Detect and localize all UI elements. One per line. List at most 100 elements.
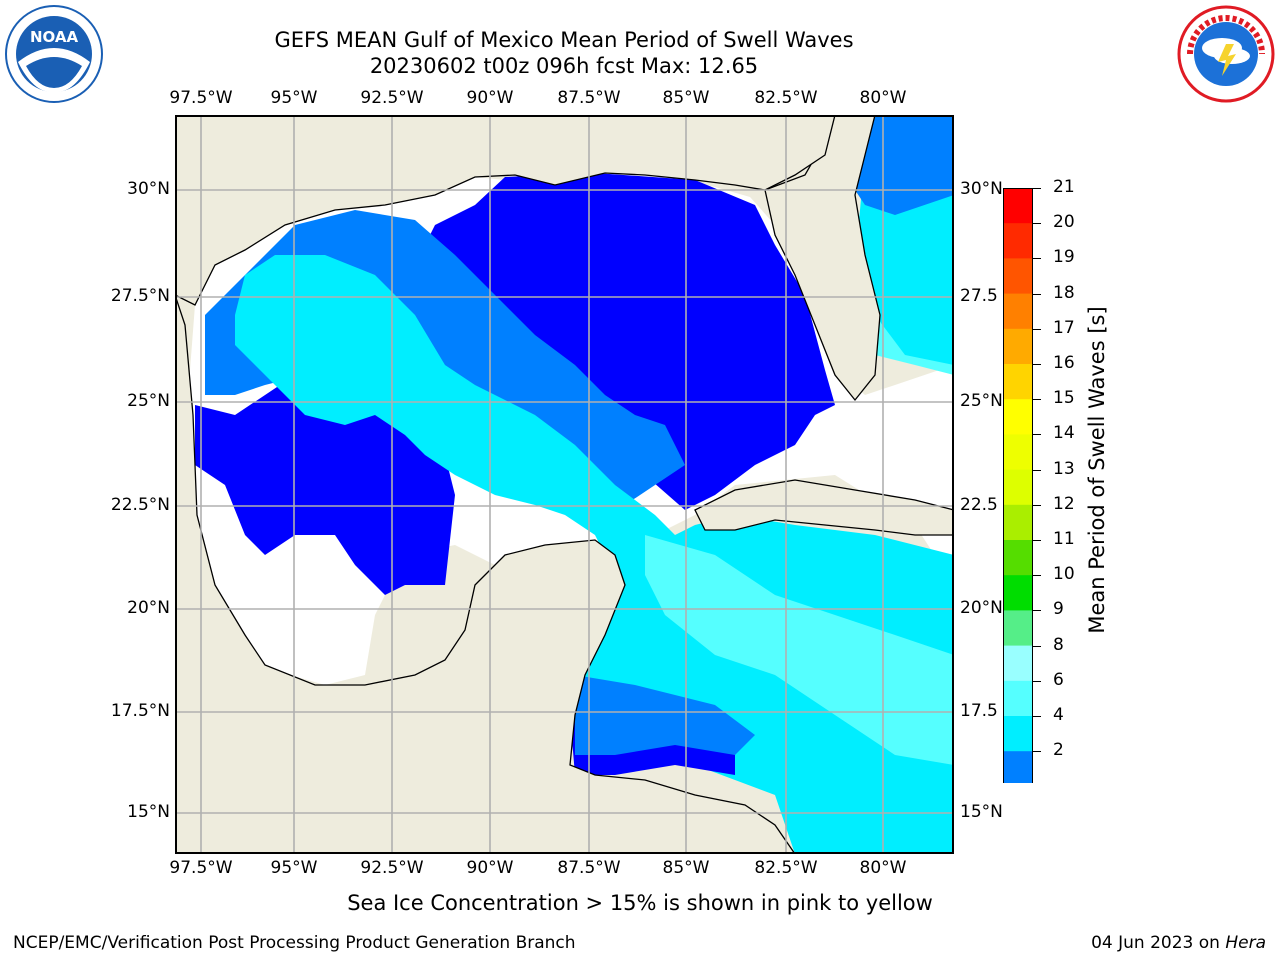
colorbar-tick: 17 bbox=[1053, 317, 1075, 338]
colorbar-tick: 6 bbox=[1053, 669, 1064, 690]
colorbar-tick-mark bbox=[1033, 328, 1041, 330]
colorbar-label: Mean Period of Swell Waves [s] bbox=[1085, 306, 1109, 634]
svg-text:NOAA: NOAA bbox=[30, 28, 79, 46]
colorbar-tick-mark bbox=[1033, 610, 1041, 612]
bottom-lon-tick: 87.5°W bbox=[557, 858, 621, 878]
footer-credit: NCEP/EMC/Verification Post Processing Pr… bbox=[13, 933, 576, 953]
sea-ice-note: Sea Ice Concentration > 15% is shown in … bbox=[347, 891, 933, 915]
colorbar-tick: 14 bbox=[1053, 423, 1075, 444]
colorbar-tick: 9 bbox=[1053, 599, 1064, 620]
colorbar-tick: 11 bbox=[1053, 529, 1075, 549]
colorbar-segment bbox=[1003, 399, 1033, 435]
colorbar-segment bbox=[1003, 680, 1033, 717]
swell-band-6-8 bbox=[645, 535, 954, 765]
graticule bbox=[175, 115, 954, 854]
top-lon-tick: 80°W bbox=[859, 88, 907, 108]
colorbar-tick-mark bbox=[1033, 680, 1041, 682]
colorbar-tick-mark bbox=[1033, 364, 1041, 365]
colorbar-segment bbox=[1003, 293, 1033, 330]
left-lat-tick: 27.5°N bbox=[110, 286, 170, 306]
left-lat-tick: 17.5°N bbox=[110, 701, 170, 721]
left-lat-tick: 15°N bbox=[127, 802, 170, 822]
noaa-logo: NOAA bbox=[4, 4, 104, 108]
right-lat-tick: 25°N bbox=[960, 391, 1003, 411]
colorbar-segment bbox=[1003, 328, 1033, 365]
colorbar-tick: 4 bbox=[1053, 705, 1064, 725]
colorbar-tick: 10 bbox=[1053, 564, 1075, 585]
top-lon-tick: 95°W bbox=[270, 88, 318, 108]
colorbar-tick: 15 bbox=[1053, 388, 1075, 409]
bottom-lon-tick: 82.5°W bbox=[754, 858, 818, 878]
bottom-lon-tick: 80°W bbox=[859, 858, 907, 878]
colorbar-tick: 13 bbox=[1053, 458, 1075, 479]
colorbar-segment bbox=[1003, 575, 1033, 611]
colorbar-segment bbox=[1003, 223, 1033, 259]
colorbar-tick-mark bbox=[1033, 540, 1041, 541]
colorbar-tick: 20 bbox=[1053, 212, 1075, 233]
colorbar-tick: 19 bbox=[1053, 247, 1075, 268]
colorbar-tick-mark bbox=[1033, 716, 1041, 717]
caribbean-mid bbox=[575, 675, 755, 755]
colorbar-tick-mark bbox=[1033, 751, 1041, 753]
colorbar-tick-mark bbox=[1033, 469, 1041, 471]
bottom-lon-tick: 95°W bbox=[270, 858, 318, 878]
colorbar-tick: 12 bbox=[1053, 493, 1075, 514]
right-lat-tick: 30°N bbox=[960, 179, 1003, 199]
colorbar-tick-mark bbox=[1033, 575, 1041, 577]
top-lon-tick: 87.5°W bbox=[557, 88, 621, 108]
bottom-lon-tick: 97.5°W bbox=[169, 858, 233, 878]
colorbar-segment bbox=[1003, 540, 1033, 576]
colorbar-tick: 16 bbox=[1053, 353, 1075, 373]
colorbar-tick-mark bbox=[1033, 293, 1041, 295]
chart-subtitle: 20230602 t00z 096h fcst Max: 12.65 bbox=[369, 54, 759, 78]
map-panel bbox=[175, 115, 954, 854]
footer-host: Hera bbox=[1225, 933, 1266, 953]
left-lat-tick: 22.5°N bbox=[110, 495, 170, 515]
colorbar-segment bbox=[1003, 469, 1033, 506]
colorbar-segment bbox=[1003, 434, 1033, 471]
colorbar-tick-mark bbox=[1033, 645, 1041, 647]
colorbar-segment bbox=[1003, 504, 1033, 541]
colorbar-segment bbox=[1003, 364, 1033, 400]
colorbar-tick-mark bbox=[1033, 399, 1041, 401]
colorbar-segment bbox=[1003, 610, 1033, 647]
cuba-land bbox=[694, 479, 954, 536]
right-lat-tick: 15°N bbox=[960, 802, 1003, 822]
top-lon-tick: 97.5°W bbox=[169, 88, 233, 108]
colorbar-segment bbox=[1003, 645, 1033, 682]
top-lon-tick: 90°W bbox=[466, 88, 514, 108]
right-lat-tick: 17.5 bbox=[960, 701, 998, 721]
chart-title: GEFS MEAN Gulf of Mexico Mean Period of … bbox=[274, 28, 854, 52]
top-lon-tick: 82.5°W bbox=[754, 88, 818, 108]
right-lat-tick: 20°N bbox=[960, 598, 1003, 618]
colorbar-tick: 21 bbox=[1053, 177, 1075, 197]
right-lat-tick: 22.5 bbox=[960, 495, 998, 515]
left-lat-tick: 30°N bbox=[127, 179, 170, 199]
swell-band-4-6 bbox=[235, 255, 954, 854]
top-lon-tick: 85°W bbox=[662, 88, 710, 108]
mexico-land bbox=[175, 294, 796, 854]
colorbar-tick-mark bbox=[1033, 434, 1041, 436]
top-lon-tick: 92.5°W bbox=[360, 88, 424, 108]
colorbar-tick-mark bbox=[1033, 504, 1041, 506]
colorbar-tick-mark bbox=[1033, 258, 1041, 260]
colorbar-segment bbox=[1003, 751, 1033, 787]
colorbar-tick: 2 bbox=[1053, 740, 1064, 761]
left-lat-tick: 25°N bbox=[127, 391, 170, 411]
nws-logo bbox=[1176, 4, 1276, 108]
colorbar-tick-mark bbox=[1033, 188, 1041, 189]
colorbar-tick: 18 bbox=[1053, 282, 1075, 303]
colorbar-segment bbox=[1003, 716, 1033, 752]
colorbar-segment bbox=[1003, 188, 1033, 224]
colorbar bbox=[1002, 188, 1034, 823]
right-lat-tick: 27.5 bbox=[960, 286, 998, 306]
colorbar-tick-mark bbox=[1033, 223, 1041, 225]
colorbar-tick: 8 bbox=[1053, 634, 1064, 655]
bottom-lon-tick: 90°W bbox=[466, 858, 514, 878]
bottom-lon-tick: 92.5°W bbox=[360, 858, 424, 878]
colorbar-segment bbox=[1003, 258, 1033, 295]
us-gulf-coast-land bbox=[175, 115, 836, 306]
bottom-lon-tick: 85°W bbox=[662, 858, 710, 878]
footer-date: 04 Jun 2023 on Hera bbox=[1091, 933, 1266, 953]
left-lat-tick: 20°N bbox=[127, 598, 170, 618]
